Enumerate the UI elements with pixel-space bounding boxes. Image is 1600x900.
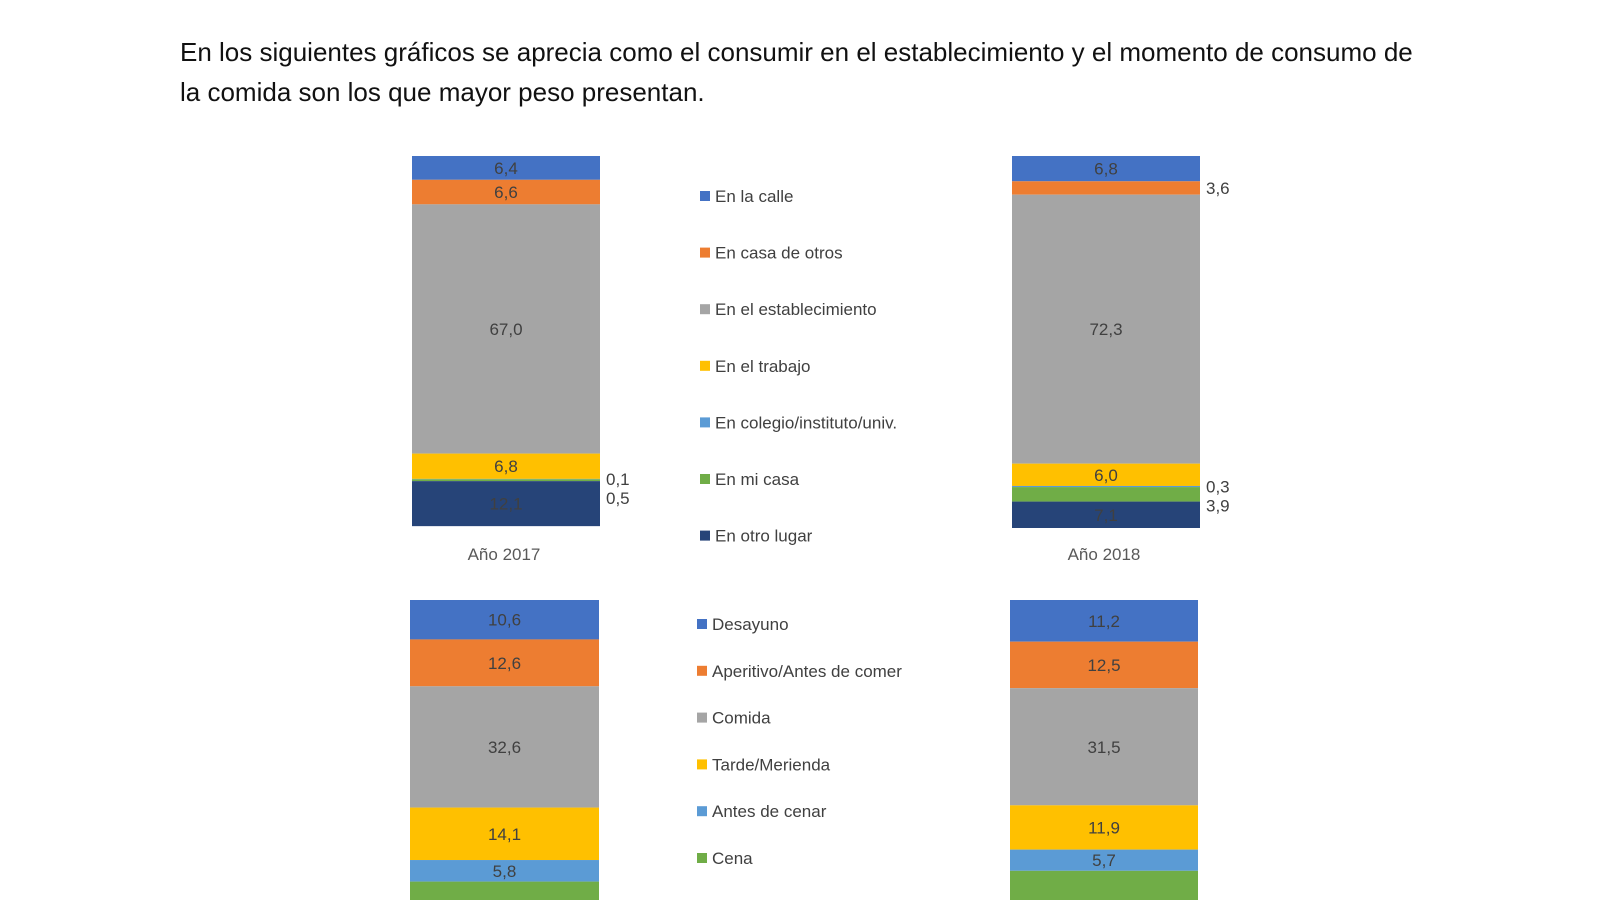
legend-swatch (697, 712, 707, 723)
data-label: 31,5 (1087, 738, 1120, 757)
bar-segment-0-0-1 (412, 179, 600, 205)
data-label: 67,0 (489, 320, 522, 339)
legend-label: Tarde/Merienda (712, 755, 831, 774)
data-label: 12,5 (1087, 656, 1120, 675)
intro-text: En los siguientes gráficos se aprecia co… (180, 37, 1413, 107)
bar-segment-0-1-0 (1012, 156, 1200, 182)
data-label: 3,9 (1206, 497, 1230, 516)
legend-swatch (697, 619, 707, 629)
bar-segment-1-1-1 (1010, 641, 1198, 689)
data-label: 0,5 (606, 489, 630, 508)
bar-segment-1-1-2 (1010, 688, 1198, 806)
bar-segment-1-0-3 (410, 807, 599, 861)
bar-segment-1-1-4 (1010, 849, 1198, 871)
data-label: 5,8 (493, 862, 517, 881)
legend-swatch (700, 360, 710, 371)
data-label: 7,1 (1094, 506, 1118, 525)
legend-swatch (700, 417, 710, 428)
data-label: 6,4 (494, 159, 518, 178)
data-label: 0,3 (1206, 478, 1230, 497)
bar-segment-1-0-2 (410, 686, 599, 808)
legend-swatch (700, 304, 710, 315)
bar-segment-0-0-5 (412, 479, 600, 482)
data-label: 11,2 (1088, 612, 1120, 631)
legend-swatch (700, 530, 710, 541)
bar-segment-0-0-3 (412, 453, 600, 479)
legend-swatch (697, 665, 707, 676)
bar-segment-1-0-0 (410, 600, 599, 640)
bar-segment-1-1-5 (1010, 870, 1198, 900)
legend-label: Comida (712, 709, 771, 728)
bar-segment-0-1-3 (1012, 463, 1200, 486)
category-label: Año 2018 (1068, 545, 1141, 564)
data-label: 5,7 (1092, 851, 1116, 870)
data-label: 12,6 (488, 654, 521, 673)
legend-label: Cena (712, 849, 753, 868)
data-label: 6,8 (1094, 160, 1118, 179)
legend-label: En otro lugar (715, 527, 813, 546)
bar-segment-0-1-2 (1012, 194, 1200, 464)
legend-label: En colegio/instituto/univ. (715, 413, 897, 432)
legend-label: En el establecimiento (715, 300, 877, 319)
legend-label: Antes de cenar (712, 802, 827, 821)
data-label: 12,1 (489, 495, 522, 514)
legend-label: Aperitivo/Antes de comer (712, 662, 902, 681)
data-label: 11,9 (1088, 818, 1120, 837)
bar-segment-0-1-4 (1012, 485, 1200, 488)
legend-label: En la calle (715, 187, 793, 206)
bar-segment-1-0-5 (410, 881, 599, 900)
bar-segment-1-0-4 (410, 860, 599, 882)
data-label: 32,6 (488, 738, 521, 757)
data-label: 14,1 (488, 825, 521, 844)
bar-segment-1-1-0 (1010, 600, 1198, 642)
data-label: 6,6 (494, 183, 518, 202)
bar-segment-0-1-5 (1012, 487, 1200, 502)
category-label: Año 2017 (468, 545, 541, 564)
bar-segment-0-0-0 (412, 156, 600, 180)
bar-segment-1-0-1 (410, 639, 599, 687)
legend-label: En mi casa (715, 470, 800, 489)
data-label: 72,3 (1089, 320, 1122, 339)
bar-segment-0-1-1 (1012, 181, 1200, 195)
legend-swatch (700, 247, 710, 258)
legend-swatch (697, 806, 707, 817)
legend-label: Desayuno (712, 615, 789, 634)
bar-segment-1-1-3 (1010, 805, 1198, 850)
data-label: 6,8 (494, 457, 518, 476)
data-label: 6,0 (1094, 466, 1118, 485)
data-label: 3,6 (1206, 179, 1230, 198)
bar-segment-0-0-2 (412, 204, 600, 454)
bar-segment-0-0-6 (412, 481, 600, 527)
legend-swatch (697, 759, 707, 770)
data-label: 0,1 (606, 470, 630, 489)
legend-label: En casa de otros (715, 244, 843, 263)
legend-swatch (697, 853, 707, 863)
bar-segment-0-1-6 (1012, 501, 1200, 528)
legend-swatch (700, 191, 710, 201)
legend-label: En el trabajo (715, 357, 810, 376)
legend-swatch (700, 474, 710, 484)
data-label: 10,6 (488, 611, 521, 630)
